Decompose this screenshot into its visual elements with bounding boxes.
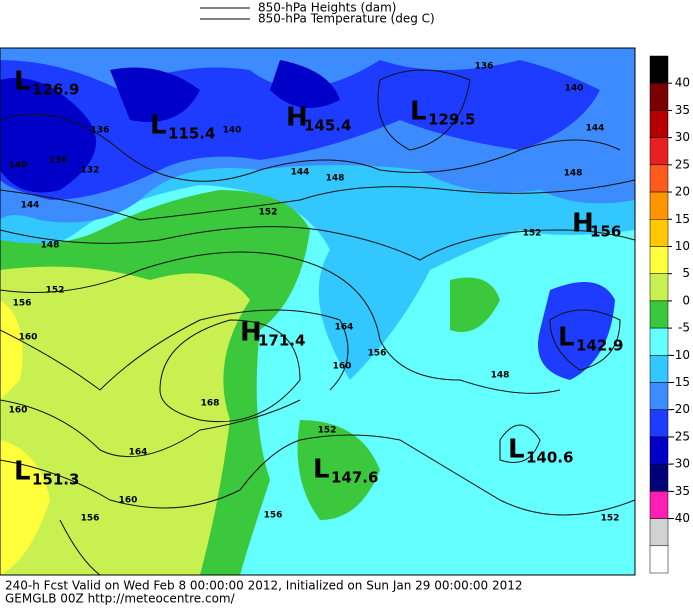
contour-label: 156 bbox=[264, 511, 283, 521]
center-kind: L bbox=[150, 111, 167, 141]
colorbar-label: -20 bbox=[670, 402, 690, 416]
center-kind: L bbox=[313, 455, 330, 485]
colorbar-label: -30 bbox=[670, 457, 690, 471]
center-value: 147.6 bbox=[331, 469, 378, 487]
colorbar-swatch bbox=[649, 191, 669, 220]
contour-label: 164 bbox=[335, 323, 354, 333]
contour-label: 160 bbox=[119, 496, 138, 506]
colorbar-label: -5 bbox=[678, 321, 690, 335]
colorbar-label: 40 bbox=[675, 76, 690, 90]
colorbar-swatch bbox=[649, 436, 669, 465]
contour-label: 136 bbox=[91, 126, 110, 136]
center-kind: L bbox=[558, 323, 575, 353]
contour-label: 160 bbox=[9, 406, 28, 416]
center-value: 145.4 bbox=[304, 117, 351, 135]
center-value: 140.6 bbox=[526, 449, 573, 467]
colorbar-swatch bbox=[649, 382, 669, 410]
contour-label: 140 bbox=[223, 126, 242, 136]
colorbar-swatch bbox=[649, 355, 669, 383]
colorbar-swatch bbox=[649, 219, 669, 247]
contour-label: 160 bbox=[19, 333, 38, 343]
center-kind: L bbox=[14, 457, 31, 487]
contour-label: 140 bbox=[565, 84, 584, 94]
legend-entry: 850-hPa Heights (dam) bbox=[258, 1, 396, 15]
contour-label: 156 bbox=[13, 299, 32, 309]
temp-field bbox=[538, 282, 615, 380]
colorbar-swatch bbox=[649, 327, 669, 356]
map-frame bbox=[0, 47, 636, 576]
center-value: 171.4 bbox=[258, 332, 305, 350]
legend-entry: 850-hPa Temperature (deg C) bbox=[258, 12, 435, 26]
colorbar-swatch bbox=[649, 300, 669, 329]
center-value: 142.9 bbox=[576, 337, 623, 355]
colorbar-swatch bbox=[649, 82, 669, 111]
contour-label: 156 bbox=[81, 514, 100, 524]
center-value: 115.4 bbox=[168, 125, 215, 143]
colorbar-label: 25 bbox=[675, 157, 690, 171]
colorbar-label: -25 bbox=[670, 429, 690, 443]
colorbar-label: 20 bbox=[675, 185, 690, 199]
colorbar-swatch bbox=[649, 518, 669, 547]
height-contours bbox=[0, 69, 635, 575]
contour-label: 144 bbox=[291, 168, 310, 178]
contour-label: 148 bbox=[41, 241, 60, 251]
contour-label: 140 bbox=[9, 161, 28, 171]
contour-label: 152 bbox=[259, 208, 278, 218]
colorbar-swatch bbox=[649, 545, 669, 574]
footer-text: GEMGLB 00Z http://meteocentre.com/ bbox=[5, 592, 236, 606]
colorbar-label: -10 bbox=[670, 348, 690, 362]
contour-label: 144 bbox=[21, 201, 40, 211]
center-kind: H bbox=[240, 318, 262, 348]
center-value: 151.3 bbox=[32, 471, 79, 489]
contour-label: 152 bbox=[46, 286, 65, 296]
contour-label: 148 bbox=[326, 174, 345, 184]
contour-label: 148 bbox=[491, 371, 510, 381]
contour-label: 168 bbox=[201, 399, 220, 409]
center-value: 126.9 bbox=[32, 81, 79, 99]
colorbar-swatch bbox=[649, 164, 669, 193]
contour-label: 160 bbox=[333, 362, 352, 372]
contour-label: 136 bbox=[475, 62, 494, 72]
center-kind: L bbox=[410, 97, 427, 127]
colorbar-label: 5 bbox=[682, 266, 690, 280]
colorbar-swatch bbox=[649, 491, 669, 519]
temp-field bbox=[297, 277, 500, 520]
temp-field bbox=[0, 300, 50, 575]
colorbar-swatch bbox=[649, 246, 669, 274]
center-kind: L bbox=[508, 435, 525, 465]
colorbar-label: -40 bbox=[670, 511, 690, 525]
colorbar-label: 0 bbox=[682, 293, 690, 307]
colorbar-label: 15 bbox=[675, 212, 690, 226]
colorbar-label: 10 bbox=[675, 239, 690, 253]
colorbar-label: 30 bbox=[675, 130, 690, 144]
map bbox=[0, 47, 636, 576]
center-kind: L bbox=[14, 67, 31, 97]
center-value: 156 bbox=[590, 223, 621, 241]
contour-label: 136 bbox=[49, 156, 68, 166]
contour-label: 164 bbox=[129, 448, 148, 458]
contour-label: 152 bbox=[601, 514, 620, 524]
colorbar-swatch bbox=[649, 110, 669, 138]
colorbar-swatch bbox=[649, 55, 669, 84]
contour-label: 152 bbox=[523, 229, 542, 239]
temp-field bbox=[0, 60, 340, 193]
contour-label: 152 bbox=[318, 426, 337, 436]
colorbar-label: -15 bbox=[670, 375, 690, 389]
colorbar-label: 35 bbox=[675, 103, 690, 117]
footer-text: 240-h Fcst Valid on Wed Feb 8 00:00:00 2… bbox=[5, 579, 522, 593]
colorbar-swatch bbox=[649, 409, 669, 438]
contour-label: 148 bbox=[564, 169, 583, 179]
contour-label: 156 bbox=[368, 349, 387, 359]
colorbar-swatch bbox=[649, 137, 669, 166]
colorbar-swatch bbox=[649, 273, 669, 302]
colorbar-label: -35 bbox=[670, 484, 690, 498]
center-kind: H bbox=[286, 103, 308, 133]
colorbar-swatch bbox=[649, 463, 669, 492]
contour-label: 132 bbox=[81, 166, 100, 176]
center-kind: H bbox=[572, 209, 594, 239]
center-value: 129.5 bbox=[428, 111, 475, 129]
contour-label: 144 bbox=[586, 124, 605, 134]
temp-field bbox=[0, 266, 250, 575]
